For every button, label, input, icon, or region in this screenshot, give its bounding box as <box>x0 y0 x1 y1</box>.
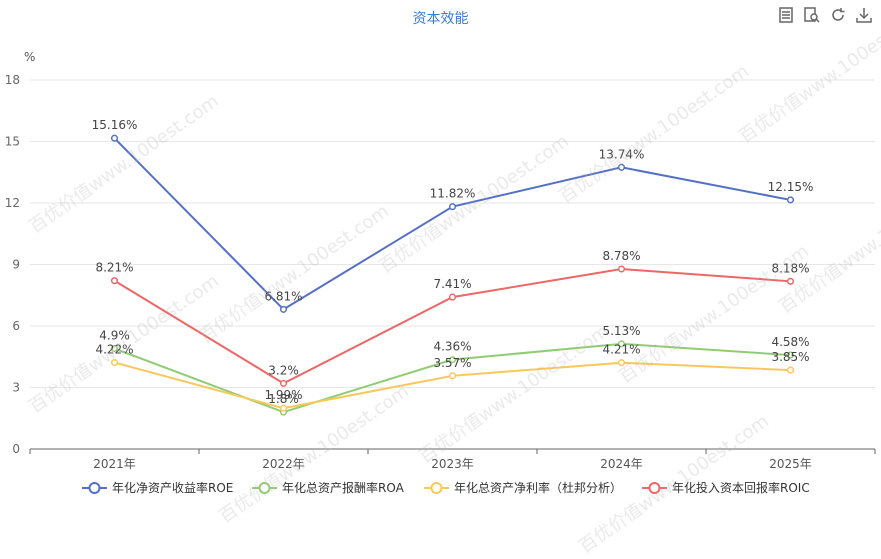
data-point <box>110 134 119 142</box>
y-tick-label: 6 <box>12 319 20 333</box>
data-label: 3.57% <box>433 356 471 370</box>
data-label: 8.78% <box>602 249 640 263</box>
y-axis-unit: % <box>24 50 36 64</box>
data-label: 6.81% <box>264 289 302 303</box>
data-label: 3.2% <box>268 363 299 377</box>
x-tick-label: 2025年 <box>769 457 812 471</box>
data-label: 4.21% <box>602 343 640 357</box>
data-label: 5.13% <box>602 324 640 338</box>
data-label: 13.74% <box>599 147 645 161</box>
data-label: 4.22% <box>95 342 133 356</box>
data-point <box>786 351 795 359</box>
legend-label: 年化总资产净利率（杜邦分析） <box>454 480 622 495</box>
data-point <box>786 277 795 285</box>
legend-label: 年化净资产收益率ROE <box>112 480 233 495</box>
data-point <box>448 356 457 364</box>
download-icon[interactable] <box>855 6 873 24</box>
series-lines <box>110 134 795 416</box>
x-tick-label: 2021年 <box>93 457 136 471</box>
x-tick-label: 2024年 <box>600 457 643 471</box>
data-label: 4.58% <box>771 335 809 349</box>
data-point <box>617 163 626 171</box>
data-point <box>617 340 626 348</box>
data-point <box>110 358 119 367</box>
x-tick-label: 2022年 <box>262 457 305 471</box>
data-point <box>617 265 626 273</box>
data-label: 4.9% <box>99 329 130 343</box>
legend-marker <box>648 482 661 494</box>
data-point <box>786 196 795 204</box>
y-tick-label: 12 <box>5 196 20 210</box>
data-label: 15.16% <box>92 118 138 132</box>
line-chart: 0 3 6 9 12 15 18 2021年 2022年 2023年 2024年 2025年 15.1… <box>5 73 876 495</box>
data-point <box>279 404 288 412</box>
data-point <box>617 359 626 367</box>
x-tick-label: 2023年 <box>431 457 474 471</box>
legend-label: 年化投入资本回报率ROIC <box>672 480 810 495</box>
grid-lines <box>30 79 875 388</box>
chart-title: 资本效能 <box>412 11 469 27</box>
y-tick-label: 3 <box>12 381 20 395</box>
y-tick-label: 15 <box>5 135 20 149</box>
y-tick-label: 9 <box>12 258 20 272</box>
data-label: 4.36% <box>433 340 471 354</box>
zoom-icon[interactable] <box>803 6 821 24</box>
data-point <box>110 277 119 285</box>
chart-toolbar <box>777 6 873 24</box>
data-point <box>279 305 288 313</box>
data-label: 1.8% <box>268 392 299 406</box>
axes: 0 3 6 9 12 15 18 2021年 2022年 2023年 2024年 2025年 <box>5 73 876 471</box>
data-point <box>448 293 457 301</box>
data-label: 8.18% <box>771 261 809 275</box>
data-labels: 15.16% 6.81% 11.82% 13.74% 12.15% 4.9% 1.8% 4.3… <box>92 118 814 406</box>
data-label: 1.99% <box>264 388 302 402</box>
data-point <box>448 372 457 380</box>
data-label: 7.41% <box>433 277 471 291</box>
data-label: 8.21% <box>95 261 133 275</box>
legend-marker <box>430 482 443 494</box>
data-point <box>786 366 795 374</box>
chart-container: 资本效能 % 0 3 6 9 12 15 18 2021年 2022年 2023年 2024年 202… <box>5 1 881 558</box>
data-label: 12.15% <box>768 180 814 194</box>
data-point <box>279 379 288 387</box>
refresh-icon[interactable] <box>829 6 847 24</box>
legend: 年化净资产收益率ROE 年化总资产报酬率ROA 年化总资产净利率（杜邦分析） 年化投入… <box>82 480 810 495</box>
legend-marker <box>258 482 271 494</box>
data-point <box>448 203 457 211</box>
y-tick-label: 18 <box>5 73 20 87</box>
y-tick-label: 0 <box>12 442 20 456</box>
legend-marker <box>88 482 101 494</box>
data-view-icon[interactable] <box>777 6 795 24</box>
data-label: 3.85% <box>771 350 809 364</box>
legend-label: 年化总资产报酬率ROA <box>282 480 405 495</box>
data-point <box>110 345 119 353</box>
data-label: 11.82% <box>430 187 476 201</box>
